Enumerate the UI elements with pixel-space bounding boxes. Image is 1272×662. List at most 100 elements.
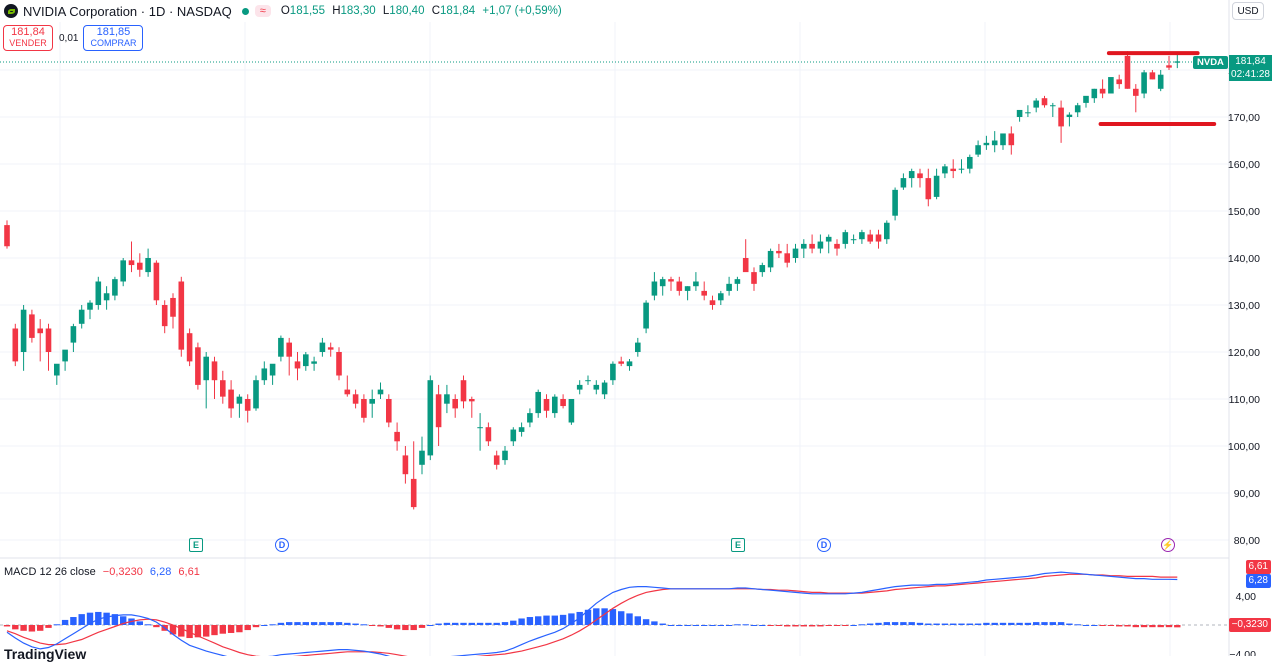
trend-drawings[interactable] <box>1098 51 1217 127</box>
trade-panel: 181,84 VENDER 0,01 181,85 COMPRAR <box>3 25 144 51</box>
candle-body <box>253 380 259 409</box>
macd-hist-bar <box>518 618 525 625</box>
currency-button[interactable]: USD <box>1232 2 1264 20</box>
candle-body <box>137 262 143 270</box>
candle-body <box>1033 100 1039 108</box>
candle-body <box>178 281 185 350</box>
candle-body <box>12 328 19 362</box>
candle-body <box>103 293 110 301</box>
macd-hist-bar <box>1033 622 1040 625</box>
candle-body <box>917 173 923 179</box>
macd-hist-bar <box>800 625 807 627</box>
macd-hist-bar <box>966 623 973 625</box>
macd-hist-bar <box>568 613 575 625</box>
macd-hist-bar <box>194 625 202 638</box>
macd-hist-bar <box>1041 622 1048 625</box>
candle-body <box>1000 133 1006 146</box>
candle-body <box>1050 105 1056 107</box>
macd-hist-bar <box>609 609 617 625</box>
candle-body <box>493 455 500 465</box>
macd-hist-bar <box>1091 625 1098 626</box>
candle-body <box>983 142 990 146</box>
macd-hist-bar <box>808 625 816 627</box>
symbol-title[interactable]: NVIDIA Corporation · 1D · NASDAQ <box>23 3 232 19</box>
candle-body <box>1149 72 1156 80</box>
price-tick-label: 140,00 <box>1228 253 1260 265</box>
macd-hist-bar <box>958 623 965 625</box>
macd-hist-bar <box>310 622 318 625</box>
macd-hist-bar <box>302 622 309 625</box>
macd-hist-bar <box>476 622 484 625</box>
macd-hist-bar <box>842 625 849 626</box>
candle-body <box>610 363 616 381</box>
macd-hist-bar <box>1074 624 1081 626</box>
macd-hist-bar <box>867 623 874 625</box>
candle-body <box>452 399 458 409</box>
candle-body <box>1157 74 1164 89</box>
candle-body <box>635 342 641 352</box>
spread-value: 0,01 <box>59 33 79 44</box>
macd-hist-value: −0,3230 <box>102 566 143 578</box>
macd-hist-bar <box>153 625 160 628</box>
candle-body <box>552 396 558 414</box>
candle-body <box>460 380 467 402</box>
ohlc-open: 181,55 <box>289 5 325 17</box>
candle-body <box>950 168 956 172</box>
macd-hist-bar <box>659 623 666 625</box>
candle-body <box>1108 77 1114 94</box>
candle-body <box>261 368 268 381</box>
candle-body <box>601 382 608 395</box>
dividend-event-icon[interactable]: D <box>275 538 289 552</box>
split-event-icon[interactable]: ⚡ <box>1161 538 1175 552</box>
candle-body <box>37 328 43 334</box>
nvidia-logo-icon <box>4 4 18 18</box>
macd-hist-bar <box>991 622 998 625</box>
macd-axis[interactable]: 4,00 −4,00 <box>1229 591 1256 656</box>
macd-hist-bar <box>1157 625 1164 628</box>
macd-hist-bar <box>120 616 127 625</box>
macd-hist-bar <box>850 625 857 626</box>
macd-hist-bar <box>626 613 633 625</box>
macd-hist-bar <box>792 625 799 627</box>
buy-button[interactable]: 181,85 COMPRAR <box>83 25 144 51</box>
macd-hist-bar <box>900 622 907 625</box>
chart-header: NVIDIA Corporation · 1D · NASDAQ ≈ O181,… <box>0 0 1225 22</box>
price-axis[interactable]: 80,00 90,00 100,00 110,00 120,00 130,00 140,00… <box>1228 65 1260 547</box>
candle-body <box>112 279 118 296</box>
candle-body <box>518 427 525 432</box>
candle-body <box>967 156 973 169</box>
earnings-event-icon[interactable]: E <box>189 538 203 552</box>
candle-body <box>419 450 425 465</box>
macd-hist-bar <box>775 625 783 626</box>
earnings-event-icon[interactable]: E <box>731 538 745 552</box>
wave-icon[interactable]: ≈ <box>254 5 271 17</box>
macd-hist-bar <box>1066 623 1073 625</box>
macd-hist-bar <box>891 622 899 625</box>
macd-hist-bar <box>1008 622 1015 625</box>
dividend-event-icon[interactable]: D <box>817 538 831 552</box>
sell-button[interactable]: 181,84 VENDER <box>3 25 53 51</box>
macd-lines <box>6 571 1178 656</box>
candle-body <box>244 399 251 411</box>
candle-body <box>1124 55 1131 89</box>
macd-hist-bar <box>70 617 77 625</box>
candle-body <box>344 389 351 395</box>
signal-value-badge: 6,61 <box>1245 560 1271 574</box>
candle-body <box>269 363 276 376</box>
macd-legend[interactable]: MACD 12 26 close −0,3230 6,28 6,61 <box>4 566 200 578</box>
candle-body <box>128 260 135 266</box>
candle-body <box>776 250 782 254</box>
candle-body <box>45 328 52 352</box>
candle-body <box>1174 61 1181 63</box>
macd-hist-bar <box>236 625 243 633</box>
ohlc-values: O181,55 H183,30 L180,40 C181,84 +1,07 (+… <box>281 5 566 17</box>
macd-hist-bar <box>983 622 990 625</box>
candle-body <box>535 391 541 414</box>
macd-hist-bar <box>883 622 890 625</box>
macd-hist-bar <box>227 625 235 633</box>
price-tick-label: 130,00 <box>1228 300 1260 312</box>
macd-hist-bar <box>418 625 426 628</box>
macd-hist-bar <box>61 619 69 625</box>
macd-hist-bar <box>37 625 44 631</box>
